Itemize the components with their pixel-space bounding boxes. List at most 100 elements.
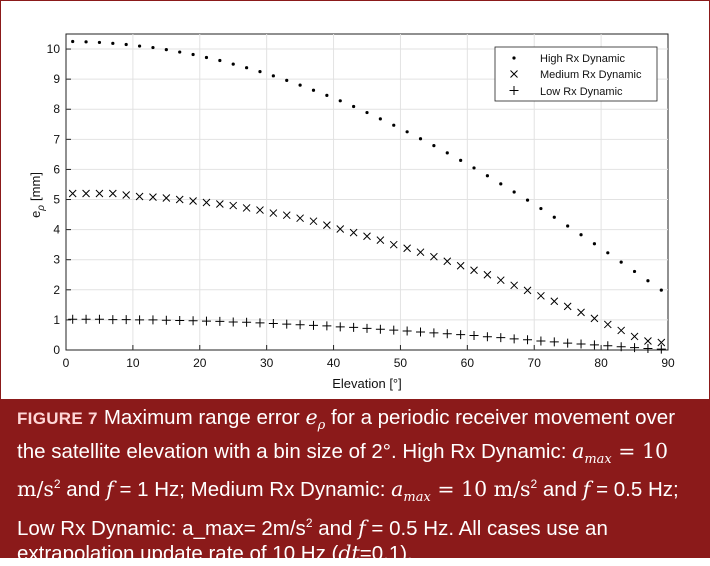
- data-point-medium-rx-dynamic: [309, 217, 318, 226]
- data-point-high-rx-dynamic: [218, 58, 222, 63]
- data-point-low-rx-dynamic: [175, 316, 185, 326]
- x-tick-label: 50: [394, 356, 408, 370]
- data-point-medium-rx-dynamic: [282, 211, 291, 220]
- data-point-low-rx-dynamic: [228, 317, 238, 327]
- caption-math-unit2: m/s: [493, 477, 531, 502]
- data-point-low-rx-dynamic: [549, 337, 559, 347]
- data-point-high-rx-dynamic: [245, 66, 249, 70]
- data-point-low-rx-dynamic: [429, 328, 439, 338]
- data-point-medium-rx-dynamic: [363, 232, 371, 241]
- svg-text:eρ[mm]: eρ [mm]: [28, 172, 47, 218]
- data-point-low-rx-dynamic: [362, 323, 372, 333]
- data-point-low-rx-dynamic: [536, 336, 546, 346]
- caption-math-eq2: = 10: [430, 477, 494, 502]
- data-point-low-rx-dynamic: [416, 327, 426, 337]
- data-point-medium-rx-dynamic: [590, 314, 599, 323]
- data-point-high-rx-dynamic: [552, 215, 556, 219]
- y-tick-label: 3: [53, 253, 60, 267]
- data-point-medium-rx-dynamic: [389, 240, 398, 249]
- data-point-low-rx-dynamic: [161, 315, 171, 325]
- data-point-medium-rx-dynamic: [510, 281, 519, 290]
- data-point-high-rx-dynamic: [472, 166, 476, 170]
- data-point-low-rx-dynamic: [496, 333, 506, 343]
- legend-box: [494, 46, 658, 102]
- caption-text-2: for a periodic receiver movement over th…: [17, 406, 676, 463]
- data-point-low-rx-dynamic: [482, 332, 492, 342]
- data-point-low-rx-dynamic: [255, 318, 265, 328]
- data-point-high-rx-dynamic: [659, 288, 663, 292]
- data-point-high-rx-dynamic: [646, 279, 650, 283]
- caption-math-dt: dt: [338, 540, 360, 565]
- caption-math-a2: a: [391, 477, 404, 502]
- data-point-high-rx-dynamic: [178, 50, 182, 54]
- y-tick-label: 7: [53, 132, 60, 146]
- x-tick-label: 20: [193, 356, 207, 370]
- y-tick-label: 10: [47, 42, 61, 56]
- data-point-high-rx-dynamic: [97, 40, 102, 45]
- data-point-medium-rx-dynamic: [416, 248, 425, 257]
- x-tick-label: 30: [260, 356, 274, 370]
- data-point-medium-rx-dynamic: [403, 244, 411, 253]
- data-point-medium-rx-dynamic: [577, 308, 585, 317]
- data-point-low-rx-dynamic: [215, 316, 225, 326]
- data-point-medium-rx-dynamic: [135, 192, 144, 201]
- data-point-low-rx-dynamic: [656, 344, 666, 354]
- x-tick-label: 10: [126, 356, 140, 370]
- data-point-medium-rx-dynamic: [657, 338, 666, 347]
- data-point-high-rx-dynamic: [592, 242, 597, 246]
- data-point-low-rx-dynamic: [442, 329, 452, 339]
- data-point-high-rx-dynamic: [499, 182, 503, 186]
- caption-text-3: and: [60, 478, 107, 502]
- legend-label-low: Low Rx Dynamic: [540, 86, 623, 98]
- data-point-low-rx-dynamic: [469, 331, 479, 341]
- data-point-high-rx-dynamic: [71, 39, 75, 44]
- data-point-high-rx-dynamic: [378, 117, 382, 121]
- data-point-high-rx-dynamic: [459, 158, 463, 162]
- data-point-high-rx-dynamic: [539, 206, 543, 211]
- data-point-high-rx-dynamic: [606, 251, 610, 255]
- legend: High Rx Dynamic Medium Rx Dynamic Low Rx…: [494, 46, 658, 102]
- caption-math-a1-sub: max: [584, 451, 612, 467]
- data-point-low-rx-dynamic: [576, 339, 586, 349]
- y-axis-label-symbol: e: [28, 211, 43, 218]
- data-point-high-rx-dynamic: [566, 224, 570, 228]
- data-point-medium-rx-dynamic: [242, 204, 251, 212]
- caption-text-1: Maximum range error: [103, 406, 306, 429]
- caption-text-7: and: [312, 516, 359, 540]
- data-point-medium-rx-dynamic: [523, 286, 532, 295]
- data-point-high-rx-dynamic: [525, 198, 530, 202]
- data-point-low-rx-dynamic: [589, 340, 599, 350]
- plot-area: 0 10 20 30 40 50 60 70 80 90 0 1 2 3 4 5 6 7 8 9 10 Elevatio…: [28, 33, 675, 391]
- data-point-high-rx-dynamic: [111, 41, 115, 45]
- data-point-medium-rx-dynamic: [215, 200, 224, 208]
- data-point-high-rx-dynamic: [124, 42, 128, 47]
- caption-math-f3: f: [358, 515, 366, 540]
- data-point-low-rx-dynamic: [94, 314, 104, 324]
- data-point-medium-rx-dynamic: [256, 206, 264, 214]
- data-point-medium-rx-dynamic: [202, 198, 211, 207]
- data-point-medium-rx-dynamic: [296, 214, 304, 223]
- data-point-low-rx-dynamic: [509, 334, 519, 344]
- data-point-high-rx-dynamic: [231, 62, 235, 66]
- data-point-medium-rx-dynamic: [630, 332, 639, 341]
- x-tick-label: 70: [528, 356, 542, 370]
- caption-math-rho: ρ: [317, 418, 326, 434]
- data-point-high-rx-dynamic: [365, 110, 369, 115]
- x-tick-label: 40: [327, 356, 341, 370]
- data-point-high-rx-dynamic: [338, 99, 342, 103]
- data-point-medium-rx-dynamic: [603, 320, 612, 329]
- caption-text-9: =0.1).: [359, 541, 413, 565]
- data-point-high-rx-dynamic: [485, 174, 489, 178]
- y-tick-label: 2: [53, 283, 60, 297]
- y-tick-label: 9: [53, 72, 60, 86]
- y-tick-label: 1: [53, 313, 60, 327]
- data-point-high-rx-dynamic: [151, 45, 155, 50]
- data-point-low-rx-dynamic: [389, 325, 399, 335]
- data-point-medium-rx-dynamic: [95, 189, 104, 198]
- caption-math-sq3: 2: [305, 515, 313, 530]
- data-point-low-rx-dynamic: [68, 314, 78, 324]
- data-point-medium-rx-dynamic: [483, 270, 492, 279]
- data-point-medium-rx-dynamic: [443, 257, 452, 266]
- data-point-medium-rx-dynamic: [175, 195, 184, 204]
- data-points: [68, 39, 666, 354]
